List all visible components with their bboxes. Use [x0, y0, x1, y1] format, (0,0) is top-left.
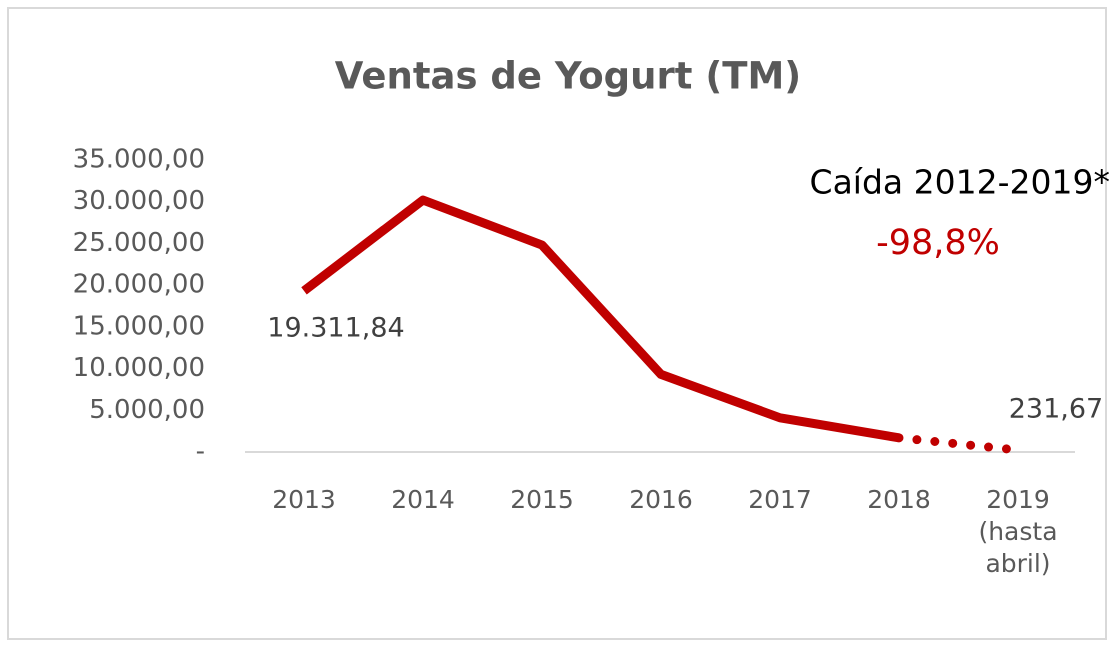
x-tick-label: 2017 — [748, 485, 812, 514]
x-tick-label: 2018 — [867, 485, 931, 514]
annotation: Caída 2012-2019* — [810, 163, 1110, 202]
x-tick-label: 2019 (hasta abril) — [978, 485, 1058, 578]
x-tick-label: 2013 — [272, 485, 336, 514]
x-tick-label: 2015 — [510, 485, 574, 514]
y-tick-label: 15.000,00 — [73, 311, 205, 341]
y-tick-label: 5.000,00 — [89, 395, 205, 425]
line-series — [301, 195, 900, 443]
y-tick-label: 30.000,00 — [73, 186, 205, 216]
x-tick-label: 2016 — [629, 485, 693, 514]
chart-title: Ventas de Yogurt (TM) — [335, 55, 801, 98]
annotation: -98,8% — [876, 223, 1000, 263]
y-tick-label: 25.000,00 — [73, 228, 205, 258]
x-tick-label: 2014 — [391, 485, 455, 514]
chart-border — [7, 7, 1107, 640]
data-label: 231,67 — [1009, 394, 1103, 425]
y-tick-label: 10.000,00 — [73, 353, 205, 383]
line-series-dotted — [894, 433, 1023, 455]
y-tick-label: 35.000,00 — [73, 145, 205, 175]
y-tick-label: - — [196, 437, 205, 467]
y-tick-label: 20.000,00 — [73, 270, 205, 300]
data-label: 19.311,84 — [267, 312, 404, 343]
